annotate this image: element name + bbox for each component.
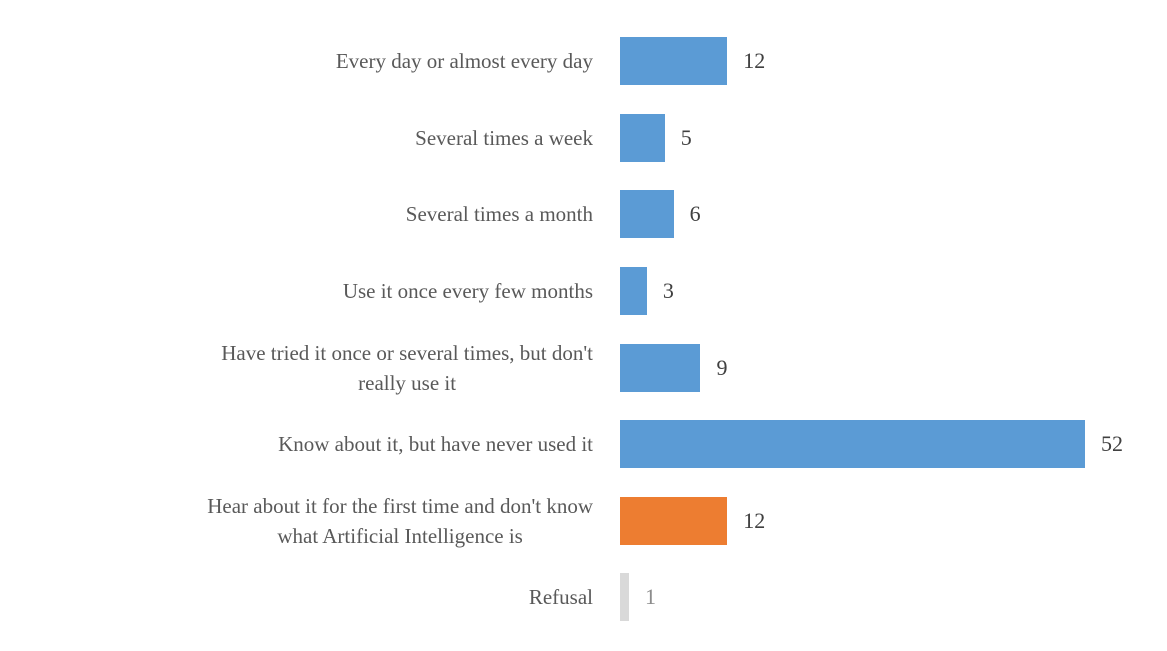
chart-row: Every day or almost every day 12 [0, 23, 1167, 100]
bar [620, 343, 701, 392]
category-label-cell: Several times a month [0, 199, 593, 229]
category-label-cell: Have tried it once or several times, but… [0, 338, 593, 398]
category-label-cell: Every day or almost every day [0, 46, 593, 76]
chart-row: Refusal 1 [0, 559, 1167, 636]
value-label: 12 [743, 507, 766, 533]
category-label-cell: Refusal [0, 582, 593, 612]
bar-cell: 9 [593, 343, 1167, 392]
bar-cell: 52 [593, 420, 1167, 469]
bar [620, 190, 674, 239]
bar-cell: 12 [593, 37, 1167, 86]
category-label: Use it once every few months [342, 279, 593, 304]
bar-cell: 12 [593, 496, 1167, 545]
bar [620, 37, 728, 86]
bar [620, 420, 1085, 469]
bar [620, 267, 647, 316]
category-label: Know about it, but have never used it [278, 432, 593, 457]
value-label: 1 [644, 584, 656, 610]
value-label: 5 [680, 124, 692, 150]
category-label: Hear about it for the first time and don… [207, 493, 593, 548]
category-label: Several times a month [405, 202, 593, 227]
category-label-cell: Several times a week [0, 123, 593, 153]
category-label: Refusal [528, 585, 593, 610]
chart-row: Several times a week 5 [0, 100, 1167, 177]
value-label: 52 [1101, 431, 1123, 457]
category-label-cell: Hear about it for the first time and don… [0, 491, 593, 551]
category-label: Every day or almost every day [335, 49, 593, 74]
category-label-cell: Use it once every few months [0, 276, 593, 306]
category-label-cell: Know about it, but have never used it [0, 429, 593, 459]
value-label: 12 [743, 48, 766, 74]
category-label: Have tried it once or several times, but… [221, 340, 593, 395]
bar-cell: 3 [593, 267, 1167, 316]
bar-cell: 6 [593, 190, 1167, 239]
value-label: 3 [662, 278, 674, 304]
chart-row: Have tried it once or several times, but… [0, 329, 1167, 406]
category-label: Several times a week [415, 125, 593, 150]
chart-row: Know about it, but have never used it 52 [0, 406, 1167, 483]
value-label: 6 [689, 201, 701, 227]
bar [620, 496, 728, 545]
bar-cell: 5 [593, 113, 1167, 162]
chart-row: Several times a month 6 [0, 176, 1167, 253]
bar [620, 573, 629, 622]
chart-row: Hear about it for the first time and don… [0, 483, 1167, 560]
chart-row: Use it once every few months 3 [0, 253, 1167, 330]
bar [620, 113, 665, 162]
bar-cell: 1 [593, 573, 1167, 622]
value-label: 9 [716, 354, 728, 380]
